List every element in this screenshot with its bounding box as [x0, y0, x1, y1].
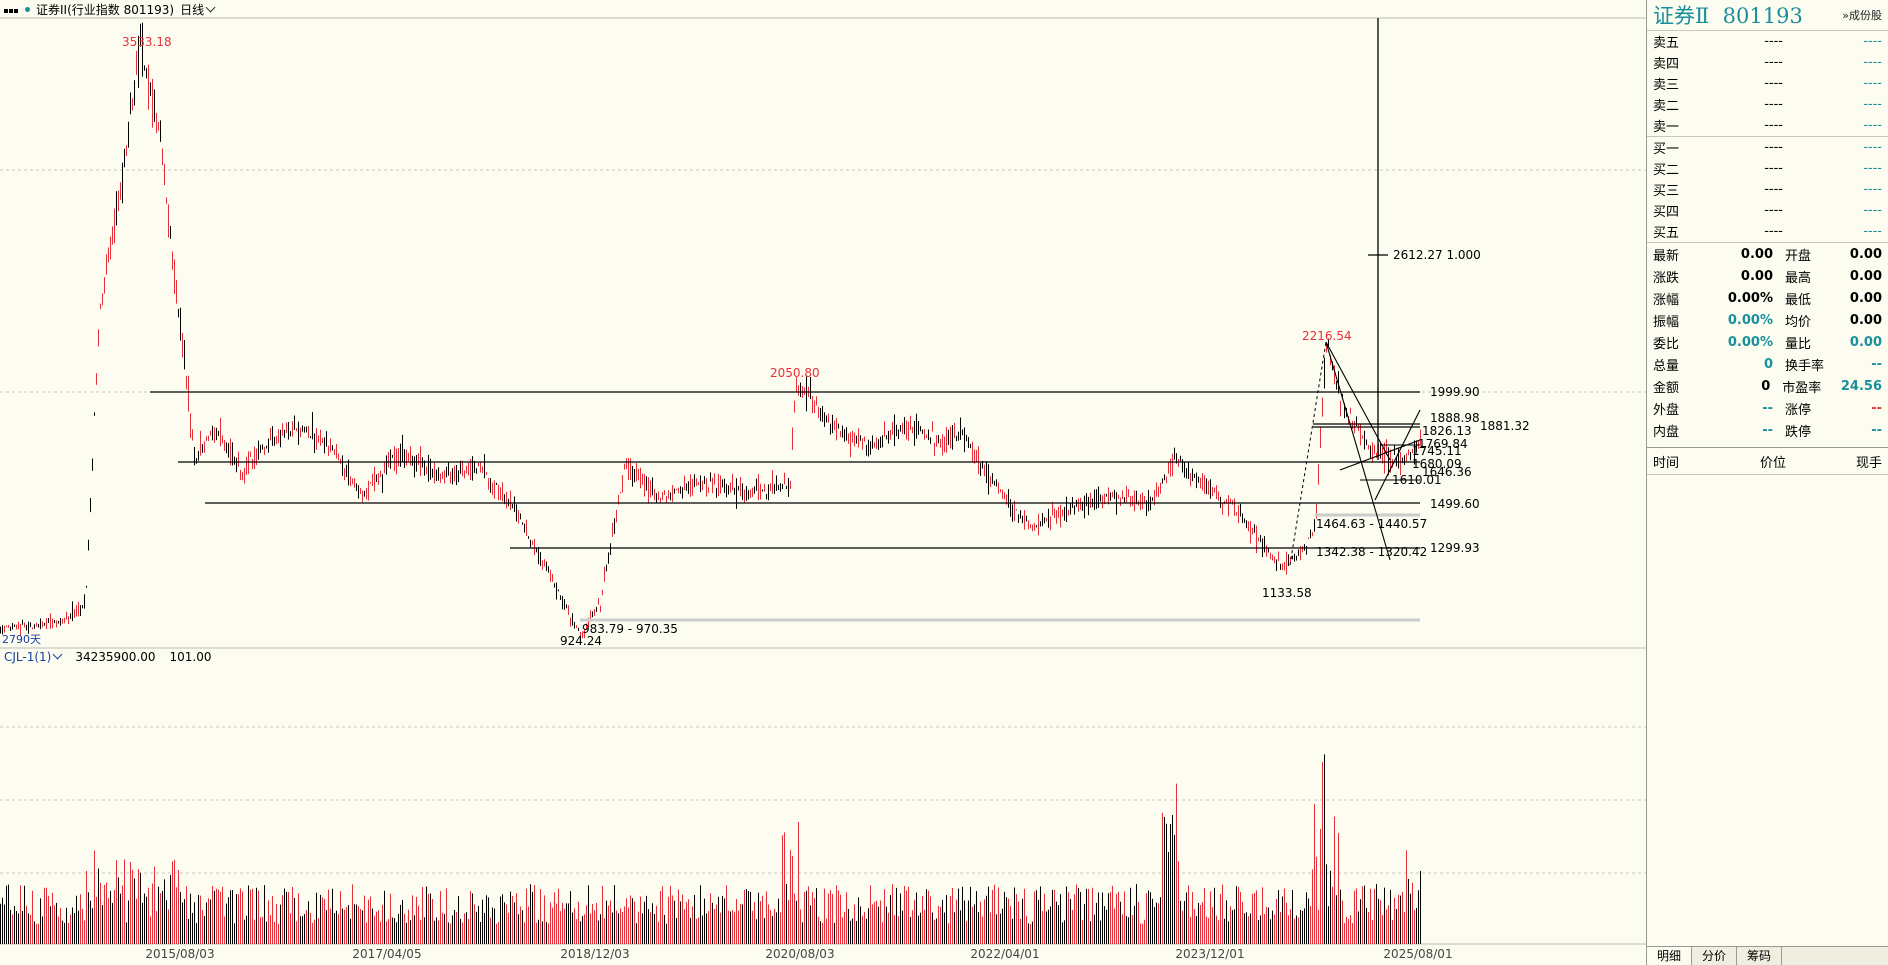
- trade-list-header: 时间 价位 现手: [1647, 447, 1888, 475]
- col-price: 价位: [1759, 455, 1786, 471]
- label-line-2: 1881.32: [1480, 419, 1530, 433]
- tab-price-dist[interactable]: 分价: [1692, 947, 1738, 965]
- label-line-3: 1826.13: [1422, 424, 1472, 438]
- label-high-2015: 3533.18: [122, 35, 172, 49]
- label-zone3: 983.79 - 970.35: [582, 622, 678, 636]
- x-label: 2022/04/01: [970, 947, 1040, 961]
- x-axis: 2015/08/03 2017/04/05 2018/12/03 2020/08…: [0, 945, 1646, 963]
- quote-row: 最新 0.00 开盘 0.00: [1653, 246, 1882, 264]
- label-zone1: 1464.63 - 1440.57: [1316, 517, 1427, 531]
- label-fib: 2612.27 1.000: [1393, 248, 1481, 262]
- quote-row: 振幅 0.00% 均价 0.00: [1653, 312, 1882, 330]
- label-line-8: 1610.01: [1392, 473, 1442, 487]
- ask-book: 卖五 ---- ---- 卖四 ---- ---- 卖三 ---- ---- 卖二 ---- -…: [1647, 31, 1888, 136]
- security-name: 证券Ⅱ 801193: [1653, 4, 1803, 28]
- chart-area[interactable]: 证券II(行业指数 801193) 日线: [0, 0, 1646, 965]
- volume-bars: [0, 754, 1421, 944]
- panel-tabs: 明细 分价 筹码: [1647, 946, 1888, 965]
- label-zone2: 1342.38 - 1320.42: [1316, 545, 1427, 559]
- volume-extra: 101.00: [169, 650, 212, 664]
- quote-row: 内盘 -- 跌停 --: [1653, 422, 1882, 440]
- quote-header: 证券Ⅱ 801193 »成份股: [1647, 0, 1888, 31]
- volume-header: CJL-1(1) 34235900.00 101.00: [4, 649, 212, 664]
- x-label: 2020/08/03: [765, 947, 835, 961]
- bid-row: 买二 ---- ----: [1653, 161, 1882, 178]
- trend-lines[interactable]: [1325, 341, 1421, 561]
- bid-row: 买一 ---- ----: [1653, 140, 1882, 157]
- chevron-down-icon: [52, 649, 63, 660]
- indicator-select[interactable]: CJL-1(1): [4, 649, 63, 664]
- candlestick-series: [0, 22, 1421, 642]
- quote-row: 总量 0 换手率 --: [1653, 356, 1882, 374]
- label-line-1: 1888.98: [1430, 411, 1480, 425]
- quote-row: 金额 0 市盈率 24.56: [1653, 378, 1882, 396]
- label-low-2018: 924.24: [560, 634, 602, 648]
- price-zones: [580, 513, 1420, 622]
- fib-measure[interactable]: [1368, 18, 1388, 460]
- x-label: 2015/08/03: [145, 947, 215, 961]
- quote-stats: 最新 0.00 开盘 0.00 涨跌 0.00 最高 0.00 涨幅 0.00% 最低 0.00 …: [1647, 243, 1888, 441]
- label-line-6: 1680.09: [1412, 457, 1462, 471]
- status-dot-icon: [25, 6, 30, 12]
- col-volume: 现手: [1855, 455, 1882, 471]
- label-line-10: 1299.93: [1430, 541, 1480, 555]
- label-line-5: 1745.11: [1412, 444, 1462, 458]
- tab-chips[interactable]: 筹码: [1737, 947, 1783, 965]
- indicator-label: CJL-1(1): [4, 650, 52, 664]
- chart-toolbar: 证券II(行业指数 801193) 日线: [0, 0, 1646, 18]
- bid-row: 买三 ---- ----: [1653, 182, 1882, 199]
- tab-detail[interactable]: 明细: [1647, 947, 1693, 965]
- volume-value: 34235900.00: [75, 650, 156, 664]
- x-label: 2017/04/05: [352, 947, 422, 961]
- quote-row: 委比 0.00% 量比 0.00: [1653, 334, 1882, 352]
- ask-row: 卖三 ---- ----: [1653, 76, 1882, 93]
- ask-row: 卖二 ---- ----: [1653, 97, 1882, 114]
- label-line-7: 1646.36: [1422, 465, 1472, 479]
- bid-book: 买一 ---- ---- 买二 ---- ---- 买三 ---- ---- 买四 ---- -…: [1647, 137, 1888, 242]
- period-label: 日线: [180, 2, 205, 17]
- components-link[interactable]: »成份股: [1842, 9, 1882, 22]
- label-high-2020: 2050.80: [770, 366, 820, 380]
- ask-row: 卖四 ---- ----: [1653, 55, 1882, 72]
- label-line-9: 1499.60: [1430, 497, 1480, 511]
- bid-row: 买四 ---- ----: [1653, 203, 1882, 220]
- x-label: 2023/12/01: [1175, 947, 1245, 961]
- ask-row: 卖五 ---- ----: [1653, 34, 1882, 51]
- label-line-0: 1999.90: [1430, 385, 1480, 399]
- price-labels: 3533.18 2050.80 2216.54 924.24 1133.58 2…: [122, 35, 1530, 648]
- quote-row: 涨跌 0.00 最高 0.00: [1653, 268, 1882, 286]
- days-label: 2790天: [2, 633, 41, 646]
- label-line-4: 1769.84: [1418, 437, 1468, 451]
- x-label: 2018/12/03: [560, 947, 630, 961]
- period-select[interactable]: 日线: [180, 1, 216, 18]
- window-icon[interactable]: [4, 2, 19, 16]
- x-label: 2025/08/01: [1383, 947, 1453, 961]
- quote-row: 涨幅 0.00% 最低 0.00: [1653, 290, 1882, 308]
- quote-row: 外盘 -- 涨停 --: [1653, 400, 1882, 418]
- label-low-2024: 1133.58: [1262, 586, 1312, 600]
- security-title: 证券II(行业指数 801193): [36, 2, 175, 17]
- quote-panel: 证券Ⅱ 801193 »成份股 卖五 ---- ---- 卖四 ---- ---- 卖三…: [1646, 0, 1888, 965]
- col-time: 时间: [1653, 455, 1680, 471]
- ask-row: 卖一 ---- ----: [1653, 118, 1882, 135]
- kline-chart[interactable]: 3533.18 2050.80 2216.54 924.24 1133.58 2…: [0, 0, 1646, 965]
- bid-row: 买五 ---- ----: [1653, 224, 1882, 241]
- dashed-trend: [1289, 341, 1327, 566]
- support-lines[interactable]: [150, 391, 1420, 549]
- label-high-2024: 2216.54: [1302, 329, 1352, 343]
